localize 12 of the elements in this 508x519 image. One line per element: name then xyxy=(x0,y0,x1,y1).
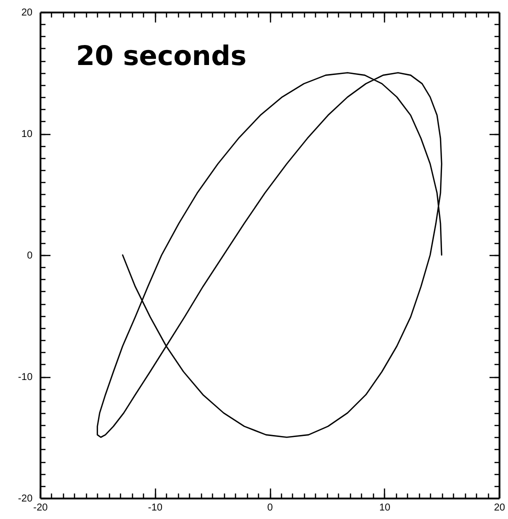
x-tick-label: 0 xyxy=(267,502,274,514)
y-tick-label: -20 xyxy=(18,494,33,504)
y-tick-label: 10 xyxy=(21,129,33,140)
y-tick-label: -10 xyxy=(18,372,33,383)
line-series xyxy=(96,72,442,438)
x-tick-label: 10 xyxy=(379,502,391,514)
x-tick-label: -10 xyxy=(148,502,163,514)
x-tick-label: 20 xyxy=(494,502,506,514)
text: 20 seconds xyxy=(76,41,247,72)
x-tick-label: -20 xyxy=(33,502,48,514)
y-tick-label: 20 xyxy=(21,8,33,18)
y-tick-label: 0 xyxy=(26,250,33,262)
